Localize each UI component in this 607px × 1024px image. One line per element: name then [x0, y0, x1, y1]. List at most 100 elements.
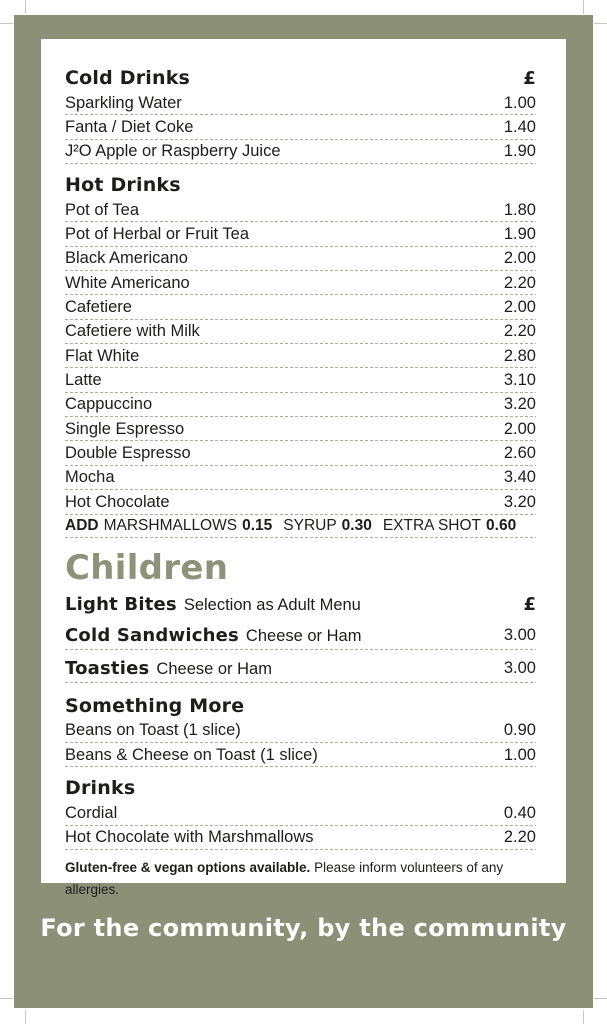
item-price: 0.40: [503, 803, 536, 822]
item-name: Beans on Toast (1 slice): [65, 721, 241, 740]
item-price: 3.20: [503, 395, 536, 414]
addon-price: 0.30: [341, 517, 372, 534]
menu-item-row: Pot of Tea 1.80: [65, 198, 536, 223]
item-price: 2.60: [503, 444, 536, 463]
menu-card: Cold Drinks £ Sparkling Water 1.00 Fanta…: [41, 39, 566, 897]
section-heading: Cold Drinks: [65, 67, 191, 89]
item-name: Fanta / Diet Coke: [65, 118, 194, 137]
allergy-note-regular: Please inform volunteers of any allergie…: [65, 859, 504, 897]
item-name: Cordial: [65, 803, 118, 822]
crop-mark-top-right-vertical: [583, 0, 584, 14]
addon-name: EXTRA SHOT: [382, 517, 482, 534]
item-name: Cappuccino: [65, 395, 153, 414]
menu-item-row: J²O Apple or Raspberry Juice 1.90: [65, 140, 536, 165]
item-name: J²O Apple or Raspberry Juice: [65, 142, 281, 161]
allergy-note-bold: Gluten-free & vegan options available.: [65, 859, 311, 875]
item-price: 1.00: [503, 93, 536, 112]
item-name: Mocha: [65, 468, 115, 487]
crop-mark-bottom-right-horizontal: [594, 998, 607, 999]
section-heading: Something More: [65, 694, 245, 717]
menu-item-row: Beans on Toast (1 slice) 0.90: [65, 719, 536, 744]
item-name: Beans & Cheese on Toast (1 slice): [65, 745, 318, 764]
menu-item-row: White Americano 2.20: [65, 271, 536, 296]
addons-line: ADD MARSHMALLOWS 0.15 SYRUP 0.30 EXTRA S…: [65, 515, 536, 538]
menu-item-row: Fanta / Diet Coke 1.40: [65, 115, 536, 141]
crop-mark-bottom-right-vertical: [583, 1010, 584, 1024]
item-price: 3.00: [503, 626, 536, 644]
item-name: Latte: [65, 371, 102, 390]
section-hot-drinks-header: Hot Drinks: [65, 172, 536, 198]
item-name: Cafetiere with Milk: [65, 322, 200, 341]
item-price: 3.00: [503, 659, 536, 677]
addon-name: SYRUP: [283, 517, 337, 534]
menu-item-row: Cordial 0.40: [65, 801, 536, 826]
item-name: Double Espresso: [65, 444, 191, 463]
item-price: 2.80: [503, 346, 536, 365]
addon-price: 0.60: [486, 517, 517, 534]
menu-item-row: Flat White 2.80: [65, 344, 536, 369]
item-name: White Americano: [65, 273, 190, 292]
section-heading: Drinks: [65, 777, 136, 800]
menu-item-row: Hot Chocolate with Marshmallows 2.20: [65, 826, 536, 851]
item-price: 1.00: [503, 745, 536, 764]
menu-item-row: Sparkling Water 1.00: [65, 91, 536, 116]
item-name: Hot Chocolate: [65, 492, 170, 511]
item-price: 1.90: [503, 142, 536, 161]
section-something-more-header: Something More: [65, 693, 536, 719]
currency-symbol: £: [523, 67, 536, 89]
menu-item-row: Beans & Cheese on Toast (1 slice) 1.00: [65, 743, 536, 768]
item-name: Toasties: [65, 658, 150, 679]
item-name: Cafetiere: [65, 298, 132, 317]
item-name: Single Espresso: [65, 419, 185, 438]
menu-item-row: Black Americano 2.00: [65, 247, 536, 272]
crop-mark-bottom-left-vertical: [25, 1010, 26, 1024]
item-price: 2.20: [503, 828, 536, 847]
item-price: 1.90: [503, 225, 536, 244]
item-name: Pot of Tea: [65, 200, 140, 219]
item-price: 2.00: [503, 298, 536, 317]
section-cold-drinks-header: Cold Drinks £: [65, 65, 536, 91]
cold-sandwiches-row: Cold Sandwiches Cheese or Ham 3.00: [65, 617, 536, 650]
crop-mark-top-left-horizontal: [0, 23, 13, 24]
item-price: 3.10: [503, 371, 536, 390]
addon-price: 0.15: [242, 517, 273, 534]
crop-mark-top-left-vertical: [25, 0, 26, 14]
item-price: 1.80: [503, 200, 536, 219]
item-description: Selection as Adult Menu: [183, 596, 361, 614]
item-price: 3.20: [503, 492, 536, 511]
light-bites-row: Light Bites Selection as Adult Menu £: [65, 593, 536, 617]
crop-mark-top-right-horizontal: [594, 23, 607, 24]
section-heading: Hot Drinks: [65, 174, 181, 197]
menu-item-row: Double Espresso 2.60: [65, 441, 536, 467]
item-price: 0.90: [503, 721, 536, 740]
item-price: 2.20: [503, 322, 536, 341]
menu-item-row: Mocha 3.40: [65, 466, 536, 491]
menu-item-row: Cafetiere with Milk 2.20: [65, 320, 536, 345]
item-name: Sparkling Water: [65, 93, 182, 112]
item-name: Light Bites: [65, 594, 177, 615]
addons-prefix: ADD: [65, 517, 99, 534]
item-description: Cheese or Ham: [245, 627, 362, 645]
menu-item-row: Pot of Herbal or Fruit Tea 1.90: [65, 222, 536, 248]
item-description: Cheese or Ham: [156, 660, 272, 678]
footer-tagline: For the community, by the community: [40, 914, 567, 942]
item-name: Pot of Herbal or Fruit Tea: [65, 225, 250, 244]
addon-name: MARSHMALLOWS: [103, 517, 238, 534]
item-price: 2.20: [503, 273, 536, 292]
item-price: 2.00: [503, 419, 536, 438]
toasties-row: Toasties Cheese or Ham 3.00: [65, 650, 536, 683]
allergy-note: Gluten-free & vegan options available. P…: [65, 857, 536, 901]
section-drinks-header: Drinks: [65, 775, 536, 801]
currency-symbol: £: [523, 594, 536, 615]
item-name: Black Americano: [65, 249, 188, 268]
item-name: Flat White: [65, 346, 140, 365]
item-name: Hot Chocolate with Marshmallows: [65, 828, 314, 847]
item-price: 3.40: [503, 468, 536, 487]
item-name: Cold Sandwiches: [65, 625, 239, 646]
menu-item-row: Hot Chocolate 3.20: [65, 490, 536, 515]
crop-mark-bottom-left-horizontal: [0, 998, 13, 999]
item-price: 2.00: [503, 249, 536, 268]
menu-item-row: Latte 3.10: [65, 368, 536, 394]
children-section-title: Children: [65, 547, 229, 588]
menu-item-row: Cappuccino 3.20: [65, 393, 536, 418]
